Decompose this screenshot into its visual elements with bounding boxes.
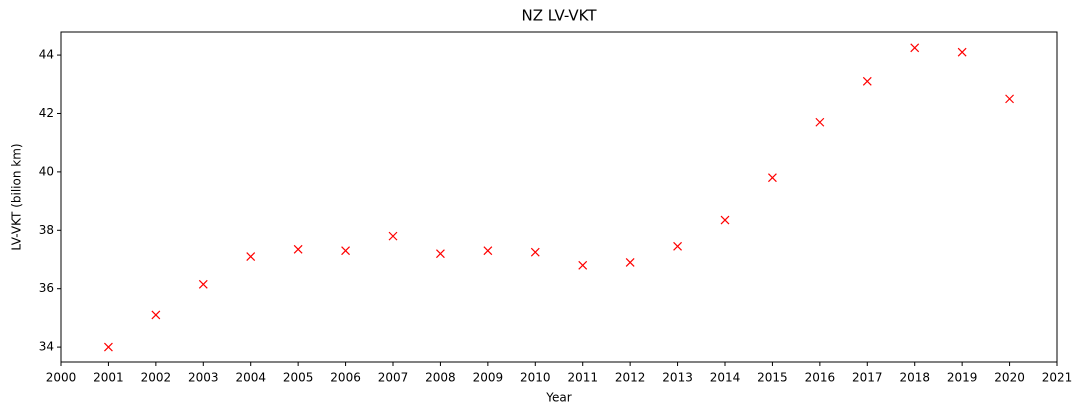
marker (388, 231, 398, 241)
x-tick-label: 2002 (141, 371, 172, 385)
marker (957, 47, 967, 57)
marker (198, 279, 208, 289)
x-tick-label: 2001 (93, 371, 124, 385)
marker (673, 241, 682, 251)
marker (768, 173, 777, 183)
marker (104, 342, 113, 352)
marker (530, 247, 540, 257)
y-tick-label: 34 (39, 340, 54, 354)
x-tick-label: 2017 (852, 371, 883, 385)
marker (862, 76, 872, 86)
marker (720, 215, 730, 225)
x-tick-label: 2009 (473, 371, 504, 385)
y-tick-label: 42 (39, 106, 54, 120)
x-tick-label: 2006 (330, 371, 361, 385)
x-tick-label: 2020 (994, 371, 1025, 385)
x-tick-label: 2004 (235, 371, 266, 385)
marker (815, 117, 825, 127)
marker (910, 43, 920, 53)
x-tick-label: 2019 (947, 371, 978, 385)
marker (246, 252, 256, 261)
x-axis-label: Year (545, 391, 571, 405)
x-tick-label: 2015 (757, 371, 788, 385)
marker (293, 244, 303, 254)
y-tick-label: 44 (39, 48, 54, 62)
y-tick-label: 38 (39, 223, 54, 237)
y-axis-label: LV-VKT (bilion km) (10, 143, 24, 250)
x-tick-label: 2008 (425, 371, 456, 385)
marker (1005, 94, 1014, 104)
x-tick-label: 2016 (805, 371, 836, 385)
x-tick-label: 2012 (615, 371, 646, 385)
marker (483, 246, 493, 256)
x-tick-label: 2018 (899, 371, 930, 385)
plot-frame (60, 31, 1058, 363)
marker (578, 260, 588, 270)
x-tick-label: 2021 (1042, 371, 1073, 385)
y-tick-label: 40 (39, 164, 54, 178)
chart-title: NZ LV-VKT (522, 7, 598, 25)
marker (341, 246, 350, 256)
x-tick-label: 2014 (710, 371, 741, 385)
marker (625, 257, 635, 267)
marker (151, 310, 161, 320)
x-tick-label: 2007 (378, 371, 409, 385)
x-tick-label: 2000 (46, 371, 77, 385)
marker (436, 249, 445, 259)
x-tick-label: 2003 (188, 371, 219, 385)
x-tick-label: 2010 (520, 371, 551, 385)
x-tick-label: 2005 (283, 371, 314, 385)
y-tick-label: 36 (39, 281, 54, 295)
x-tick-label: 2011 (567, 371, 598, 385)
x-tick-label: 2013 (662, 371, 693, 385)
